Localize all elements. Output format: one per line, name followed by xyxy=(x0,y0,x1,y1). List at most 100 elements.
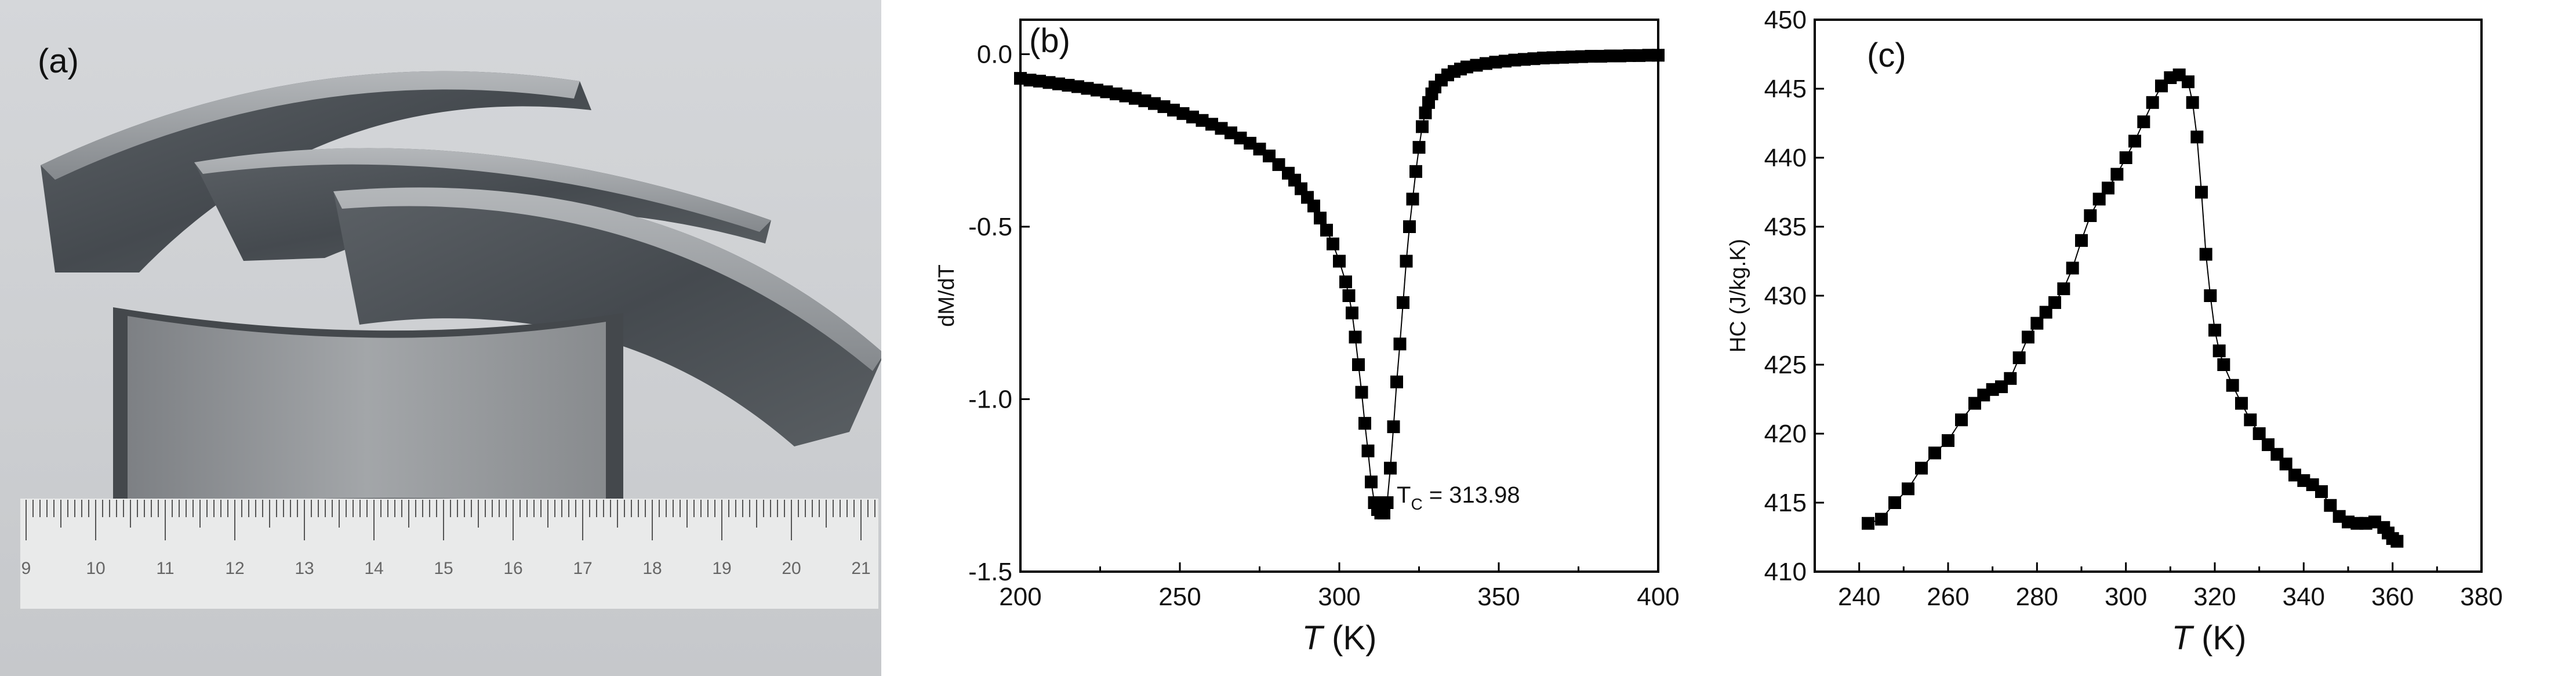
ruler-number: 11 xyxy=(156,559,174,578)
ruler: 9 10 11 12 13 14 15 16 17 18 19 20 21 xyxy=(20,499,878,609)
x-tick-label: 380 xyxy=(2460,583,2502,611)
data-point xyxy=(1387,420,1400,434)
data-point xyxy=(2102,181,2114,195)
data-point xyxy=(1380,496,1394,509)
data-point xyxy=(1406,192,1419,206)
data-point xyxy=(1339,275,1352,289)
data-point xyxy=(2204,289,2217,302)
panel-label-b: (b) xyxy=(1029,22,1070,60)
data-point xyxy=(1314,212,1327,225)
data-point xyxy=(2315,485,2328,498)
data-point xyxy=(1346,306,1358,319)
ruler-number: 14 xyxy=(364,559,383,578)
data-point xyxy=(2212,344,2226,358)
data-point xyxy=(2110,168,2124,181)
data-point xyxy=(1307,199,1320,213)
data-point xyxy=(2012,351,2026,365)
y-tick-label: 425 xyxy=(1764,351,1807,379)
x-tick-label: 320 xyxy=(2193,583,2236,611)
tc-annotation: TC = 313.98 xyxy=(1397,482,1520,513)
data-point xyxy=(2270,448,2284,461)
data-point xyxy=(1352,358,1365,371)
data-point xyxy=(2128,135,2141,148)
x-tick-label: 300 xyxy=(2105,583,2147,611)
x-tick-label: 240 xyxy=(1838,583,1880,611)
data-point xyxy=(2262,438,2275,452)
data-point xyxy=(2048,296,2061,309)
x-axis-unit: (K) xyxy=(2192,619,2246,657)
data-point xyxy=(1862,517,1874,530)
data-point xyxy=(2199,248,2212,261)
data-point xyxy=(2235,397,2248,410)
data-point xyxy=(1942,434,1954,447)
data-point xyxy=(2137,115,2150,129)
data-point xyxy=(2057,282,2070,296)
ruler-number: 16 xyxy=(503,559,522,578)
tc-value: = 313.98 xyxy=(1423,482,1520,508)
data-point xyxy=(1416,120,1429,133)
data-point xyxy=(2190,130,2204,144)
data-point xyxy=(1412,141,1426,154)
data-point xyxy=(2092,192,2106,206)
data-point xyxy=(1320,223,1333,237)
ruler-number: 15 xyxy=(434,559,453,578)
ruler-number: 18 xyxy=(642,559,662,578)
x-axis-unit: (K) xyxy=(1322,619,1376,657)
data-point xyxy=(2390,535,2404,548)
y-axis-label: dM/dT xyxy=(935,264,959,327)
x-tick-label: 280 xyxy=(2016,583,2058,611)
ruler-number: 13 xyxy=(295,559,314,578)
y-tick-label: -1.5 xyxy=(968,558,1012,586)
data-point xyxy=(2182,75,2194,89)
data-point xyxy=(1400,255,1413,268)
data-point xyxy=(2039,306,2052,319)
data-point xyxy=(1349,330,1362,344)
y-tick-label: 0.0 xyxy=(977,41,1012,69)
y-tick-label: 440 xyxy=(1764,144,1807,172)
tc-subscript: C xyxy=(1411,495,1422,513)
data-point xyxy=(2004,372,2017,385)
data-point xyxy=(2324,499,2337,512)
x-tick-label: 360 xyxy=(2371,583,2414,611)
flat-magnet xyxy=(113,307,623,516)
ruler-number: 21 xyxy=(851,559,870,578)
chart-panel-b: 200 250 300 350 400 0.0-0.5-1.0-1.5 (b) TC =… xyxy=(935,19,1680,657)
x-axis-var: T xyxy=(2172,619,2194,657)
data-point xyxy=(1342,289,1356,302)
x-tick-label: 400 xyxy=(1637,583,1679,611)
data-point xyxy=(1327,237,1339,250)
x-axis-label: T (K) xyxy=(1302,619,1377,657)
y-tick-label: 445 xyxy=(1764,75,1807,103)
ruler-number: 9 xyxy=(21,559,31,578)
chart-panel-c: 240 260 280 300 320 340 360 380 410 415 420 425 430… xyxy=(1728,6,2503,657)
ruler-number: 12 xyxy=(225,559,244,578)
data-point xyxy=(1390,375,1403,388)
data-point xyxy=(1378,506,1390,519)
y-tick-label: -0.5 xyxy=(968,213,1012,241)
y-tick-label: 420 xyxy=(1764,420,1807,448)
ruler-number: 19 xyxy=(712,559,731,578)
y-tick-label: -1.0 xyxy=(968,386,1012,414)
data-point xyxy=(2075,234,2088,247)
data-point xyxy=(2066,261,2079,275)
y-tick-label: 410 xyxy=(1764,558,1807,586)
data-point xyxy=(1915,461,1928,475)
data-point xyxy=(2208,324,2221,337)
data-point xyxy=(1333,255,1346,268)
data-point xyxy=(1875,513,1888,526)
ruler-number: 17 xyxy=(573,559,592,578)
data-point xyxy=(1409,165,1422,178)
x-tick-label: 250 xyxy=(1158,583,1201,611)
data-point xyxy=(1358,417,1371,430)
x-tick-label: 350 xyxy=(1477,583,1520,611)
data-point xyxy=(1397,296,1409,309)
data-point xyxy=(2119,151,2132,164)
x-tick-label: 340 xyxy=(2283,583,2325,611)
x-axis-label: T (K) xyxy=(2172,619,2247,657)
data-point xyxy=(2186,96,2199,109)
data-point xyxy=(1393,337,1407,351)
data-point xyxy=(1652,49,1665,62)
data-point xyxy=(1902,482,1914,496)
data-point xyxy=(1928,446,1941,460)
x-tick-label: 200 xyxy=(999,583,1041,611)
